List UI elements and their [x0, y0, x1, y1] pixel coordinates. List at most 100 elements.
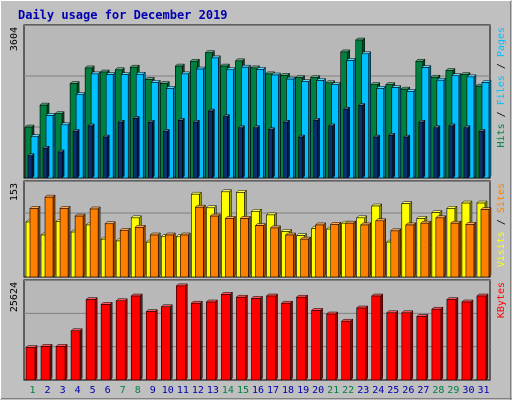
legend-entry: KBytes: [496, 282, 507, 318]
day-label: 15: [237, 385, 249, 396]
top-bar-pages: [297, 134, 306, 179]
middle-bar-sites: [209, 213, 221, 278]
bottom-bar-kbytes: [311, 307, 324, 381]
day-label: 28: [432, 385, 444, 396]
day-label: 9: [150, 385, 156, 396]
top-bar-files: [135, 71, 146, 179]
top-bar-pages: [448, 123, 456, 179]
bottom-bar-kbytes: [280, 300, 294, 381]
top-bar-pages: [267, 127, 276, 179]
bottom-bar-kbytes: [55, 343, 68, 381]
day-label: 23: [357, 385, 369, 396]
middle-bar-sites: [269, 225, 282, 278]
legend-separator: /: [496, 105, 507, 123]
day-label: 5: [90, 385, 96, 396]
kbytes-panel: 25624 KBytes: [9, 279, 507, 381]
bottom-bar-kbytes: [145, 308, 158, 381]
day-label: 19: [297, 385, 309, 396]
bottom-bar-kbytes: [175, 283, 188, 381]
top-axis-legend: Hits / Files / Pages: [496, 27, 507, 147]
day-label: 31: [477, 385, 489, 396]
day-label: 7: [120, 385, 126, 396]
top-bar-files: [270, 72, 282, 179]
day-label: 14: [222, 385, 234, 396]
middle-bar-sites: [149, 232, 161, 278]
middle-bar-sites: [29, 205, 41, 278]
bottom-bar-kbytes: [190, 300, 203, 381]
legend-separator: /: [496, 213, 507, 231]
bottom-bar-kbytes: [115, 298, 128, 381]
top-bar-pages: [162, 128, 170, 179]
middle-bar-sites: [164, 232, 176, 278]
top-bar-pages: [177, 117, 185, 179]
top-bar-pages: [478, 128, 486, 179]
top-bar-pages: [72, 128, 80, 179]
visits-sites-panel: 153 Visits / Sites: [9, 180, 507, 278]
middle-bar-sites: [299, 236, 312, 278]
top-bar-files: [105, 72, 116, 179]
top-bar-pages: [147, 119, 155, 179]
chart-title: Daily usage for December 2019: [18, 8, 228, 22]
day-label: 25: [387, 385, 399, 396]
bottom-bar-kbytes: [431, 306, 444, 381]
middle-bar-sites: [284, 232, 297, 278]
top-bar-pages: [343, 106, 351, 179]
day-labels: 1 2 3 4 5 6 7 8 9 10 11 12 13 14 15 16 17 18 19 20 21 22 23 24 2…: [30, 385, 490, 396]
middle-ymax-label: 153: [9, 183, 20, 201]
middle-bar-sites: [480, 206, 492, 278]
top-bar-pages: [57, 149, 65, 179]
middle-bar-sites: [405, 222, 417, 278]
day-label: 8: [135, 385, 141, 396]
day-label: 21: [327, 385, 339, 396]
day-label: 6: [105, 385, 111, 396]
bottom-bar-kbytes: [205, 299, 218, 381]
top-bar-pages: [207, 108, 215, 179]
day-label: 29: [447, 385, 459, 396]
bottom-bar-kbytes: [356, 305, 369, 381]
top-bar-pages: [132, 115, 140, 179]
middle-bar-sites: [360, 222, 372, 278]
middle-bar-sites: [119, 227, 131, 278]
top-bar-pages: [403, 134, 411, 179]
top-bar-pages: [42, 145, 50, 179]
bottom-axis-legend: KBytes: [496, 282, 507, 318]
bottom-bar-kbytes: [476, 293, 489, 381]
bottom-bar-kbytes: [220, 291, 234, 381]
day-label: 26: [402, 385, 414, 396]
middle-bar-sites: [345, 220, 357, 278]
middle-bar-sites: [89, 206, 101, 278]
top-bar-files: [90, 71, 101, 179]
day-label: 2: [45, 385, 51, 396]
top-bar-pages: [328, 123, 336, 179]
day-label: 13: [207, 385, 219, 396]
bottom-bar-kbytes: [295, 294, 309, 381]
bottom-bar-kbytes: [235, 294, 249, 381]
bottom-bar-kbytes: [130, 293, 143, 381]
day-label: 17: [267, 385, 279, 396]
day-label: 20: [312, 385, 324, 396]
top-bar-pages: [358, 102, 366, 179]
legend-entry: Visits: [496, 231, 507, 267]
top-bar-pages: [27, 153, 35, 179]
middle-bar-sites: [435, 215, 447, 278]
day-label: 3: [60, 385, 66, 396]
top-bar-pages: [87, 123, 95, 179]
top-bar-files: [436, 77, 447, 179]
day-label: 18: [282, 385, 294, 396]
bottom-bar-kbytes: [401, 310, 414, 381]
top-bar-pages: [418, 119, 426, 179]
day-label: 16: [252, 385, 264, 396]
bottom-bar-kbytes: [416, 313, 429, 381]
middle-bar-sites: [224, 215, 237, 278]
middle-bar-sites: [44, 194, 56, 278]
top-bar-pages: [373, 134, 381, 179]
day-label: 1: [30, 385, 36, 396]
day-label: 12: [192, 385, 204, 396]
day-label: 4: [75, 385, 81, 396]
bottom-bar-kbytes: [461, 299, 474, 381]
top-bar-pages: [222, 114, 231, 179]
top-bar-pages: [433, 125, 441, 179]
bottom-bar-kbytes: [250, 295, 264, 381]
bottom-bar-kbytes: [446, 296, 459, 381]
